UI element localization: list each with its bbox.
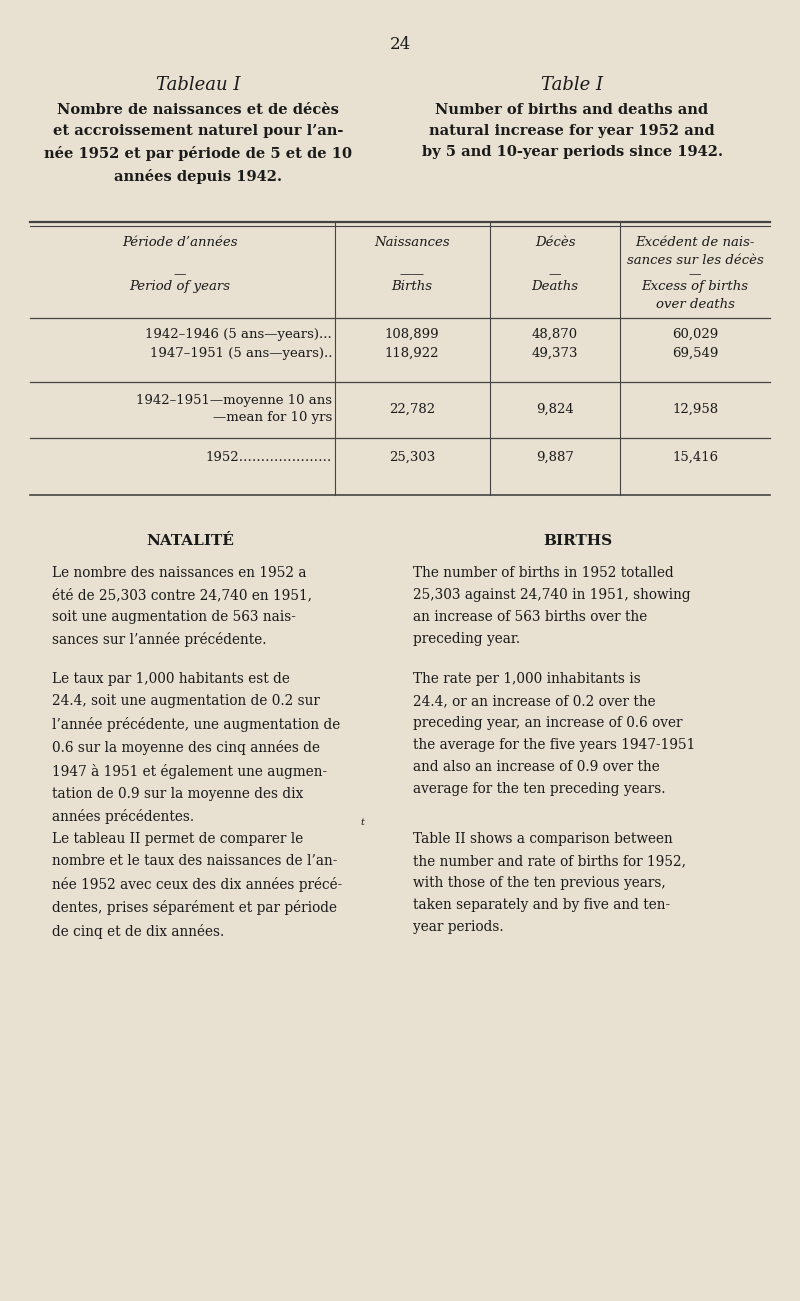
Text: Le taux par 1,000 habitants est de
24.4, soit une augmentation de 0.2 sur
l’anné: Le taux par 1,000 habitants est de 24.4,… <box>52 673 340 825</box>
Text: 48,870: 48,870 <box>532 328 578 341</box>
Text: 1947–1951 (5 ans—years)..: 1947–1951 (5 ans—years).. <box>150 347 332 360</box>
Text: BIRTHS: BIRTHS <box>543 533 613 548</box>
Text: Naissances: Naissances <box>374 235 450 248</box>
Text: Nombre de naissances et de décès
et accroissement naturel pour l’an-
née 1952 et: Nombre de naissances et de décès et accr… <box>44 103 352 183</box>
Text: 1942–1946 (5 ans—years)...: 1942–1946 (5 ans—years)... <box>146 328 332 341</box>
Text: The number of births in 1952 totalled
25,303 against 24,740 in 1951, showing
an : The number of births in 1952 totalled 25… <box>413 566 690 645</box>
Text: Deaths: Deaths <box>531 280 578 293</box>
Text: ——: —— <box>399 268 425 281</box>
Text: Le tableau II permet de comparer le
nombre et le taux des naissances de l’an-
né: Le tableau II permet de comparer le nomb… <box>52 833 342 939</box>
Text: 1952…………………: 1952………………… <box>206 451 332 464</box>
Text: Excédent de nais-
sances sur les décès: Excédent de nais- sances sur les décès <box>626 235 763 267</box>
Text: 1942–1951—moyenne 10 ans: 1942–1951—moyenne 10 ans <box>136 394 332 407</box>
Text: 12,958: 12,958 <box>672 403 718 416</box>
Text: NATALITÉ: NATALITÉ <box>146 533 234 548</box>
Text: —mean for 10 yrs: —mean for 10 yrs <box>213 411 332 424</box>
Text: Table I: Table I <box>541 75 603 94</box>
Text: t: t <box>360 818 364 827</box>
Text: —: — <box>549 268 562 281</box>
Text: Number of births and deaths and
natural increase for year 1952 and
by 5 and 10-y: Number of births and deaths and natural … <box>422 103 722 159</box>
Text: 69,549: 69,549 <box>672 347 718 360</box>
Text: Excess of births
over deaths: Excess of births over deaths <box>642 280 749 311</box>
Text: Décès: Décès <box>534 235 575 248</box>
Text: 118,922: 118,922 <box>385 347 439 360</box>
Text: Tableau I: Tableau I <box>156 75 240 94</box>
Text: 108,899: 108,899 <box>385 328 439 341</box>
Text: Table II shows a comparison between
the number and rate of births for 1952,
with: Table II shows a comparison between the … <box>413 833 686 934</box>
Text: 22,782: 22,782 <box>389 403 435 416</box>
Text: Période d’années: Période d’années <box>122 235 238 248</box>
Text: —: — <box>689 268 702 281</box>
Text: Le nombre des naissances en 1952 a
été de 25,303 contre 24,740 en 1951,
soit une: Le nombre des naissances en 1952 a été d… <box>52 566 312 648</box>
Text: Period of years: Period of years <box>130 280 230 293</box>
Text: Births: Births <box>391 280 433 293</box>
Text: 9,824: 9,824 <box>536 403 574 416</box>
Text: 9,887: 9,887 <box>536 451 574 464</box>
Text: 49,373: 49,373 <box>532 347 578 360</box>
Text: The rate per 1,000 inhabitants is
24.4, or an increase of 0.2 over the
preceding: The rate per 1,000 inhabitants is 24.4, … <box>413 673 695 796</box>
Text: 60,029: 60,029 <box>672 328 718 341</box>
Text: 15,416: 15,416 <box>672 451 718 464</box>
Text: 24: 24 <box>390 36 410 53</box>
Text: 25,303: 25,303 <box>389 451 435 464</box>
Text: —: — <box>174 268 186 281</box>
